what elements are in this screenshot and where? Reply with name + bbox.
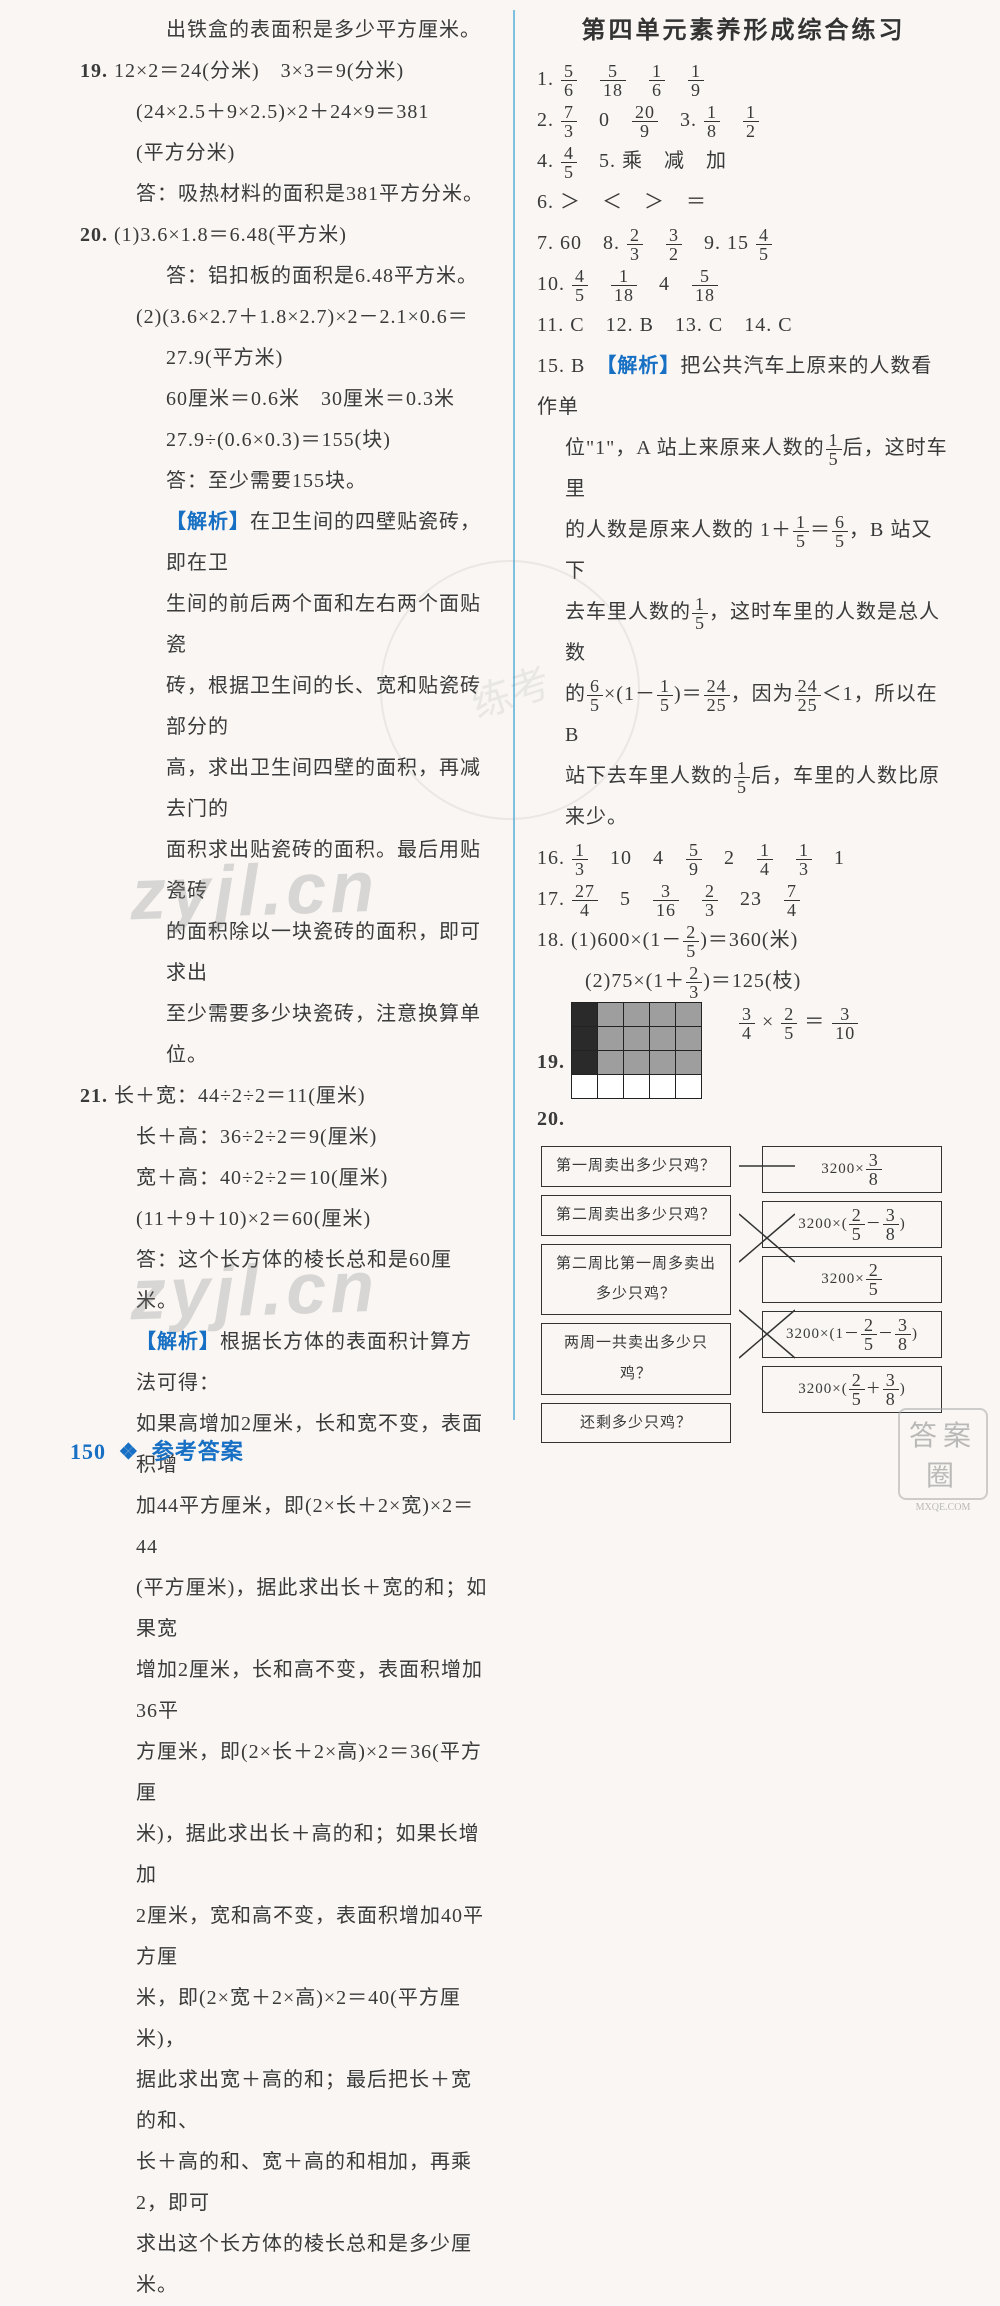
q20-right-box: 3200×38 [762,1146,942,1193]
text-line: 18. (1)600×(1－25)＝360(米) [537,920,950,961]
text-line: 15. B 【解析】把公共汽车上原来的人数看作单 [537,346,950,428]
page-footer: 150 ❖ 参考答案 [70,1434,244,1466]
text-line: (平方分米) [80,133,491,174]
page: 出铁盒的表面积是多少平方厘米。19. 12×2＝24(分米) 3×3＝9(分米)… [0,0,1000,1420]
left-column: 出铁盒的表面积是多少平方厘米。19. 12×2＝24(分米) 3×3＝9(分米)… [70,10,515,1420]
text-line: 6. ＞ ＜ ＞ ＝ [537,182,950,223]
q20-right-box: 3200×(25－38) [762,1201,942,1248]
text-line: (平方厘米)，据此求出长＋宽的和；如果宽 [80,1568,491,1650]
text-line: 2. 73 0 209 3. 18 12 [537,100,950,141]
text-line: 答：铝扣板的面积是6.48平方米。 [80,256,491,297]
text-line: 21. 长＋宽：44÷2÷2＝11(厘米) [80,1076,491,1117]
text-line: (11＋9＋10)×2＝60(厘米) [80,1199,491,1240]
text-line: (2)(3.6×2.7＋1.8×2.7)×2－2.1×0.6＝ [80,297,491,338]
text-line: 宽＋高：40÷2÷2＝10(厘米) [80,1158,491,1199]
text-line: 长＋高的和、宽＋高的和相加，再乘2，即可 [80,2142,491,2224]
unit-title: 第四单元素养形成综合练习 [537,10,950,45]
page-number: 150 [70,1439,106,1464]
text-line: 60厘米＝0.6米 30厘米＝0.3米 [80,379,491,420]
text-line: 至少需要多少块瓷砖，注意换算单位。 [80,994,491,1076]
text-line: 答：吸热材料的面积是381平方分米。 [80,174,491,215]
text-line: 19. 12×2＝24(分米) 3×3＝9(分米) [80,51,491,92]
text-line: 砖，根据卫生间的长、宽和贴瓷砖部分的 [80,666,491,748]
text-line: 的65×(1－15)＝2425，因为2425＜1，所以在 B [537,674,950,756]
text-line: 站下去车里人数的15后，车里的人数比原来少。 [537,756,950,838]
corner-logo: 答案圈 MXQE.COM [898,1408,988,1478]
text-line: 高，求出卫生间四壁的面积，再减去门的 [80,748,491,830]
q20-left-box: 第二周卖出多少只鸡？ [541,1195,731,1236]
text-line: 面积求出贴瓷砖的面积。最后用贴瓷砖 [80,830,491,912]
text-line: 增加2厘米，长和高不变，表面积增加36平 [80,1650,491,1732]
q20-right-box: 3200×25 [762,1256,942,1303]
text-line: 出铁盒的表面积是多少平方厘米。 [80,10,491,51]
text-line: 的人数是原来人数的 1＋15＝65，B 站又下 [537,510,950,592]
text-line: 【解析】根据长方体的表面积计算方法可得： [80,1322,491,1404]
text-line: 米)，据此求出长＋高的和；如果长增加 [80,1814,491,1896]
text-line: 1. 56 518 16 19 [537,59,950,100]
q19-grid [571,1002,702,1099]
text-line: 20. (1)3.6×1.8＝6.48(平方米) [80,215,491,256]
text-line: 去车里人数的15，这时车里的人数是总人数 [537,592,950,674]
q20-left-box: 两周一共卖出多少只鸡？ [541,1323,731,1395]
text-line: 答：至少需要155块。 [80,461,491,502]
text-line: 位"1"，A 站上来原来人数的15后，这时车里 [537,428,950,510]
q20-block: 20. 第一周卖出多少只鸡？第二周卖出多少只鸡？第二周比第一周多卖出多少只鸡？两… [537,1099,950,1382]
text-line: 2厘米，宽和高不变，表面积增加40平方厘 [80,1896,491,1978]
text-line: 27.9(平方米) [80,338,491,379]
q20-right-box: 3200×(25＋38) [762,1366,942,1413]
text-line: (24×2.5＋9×2.5)×2＋24×9＝381 [80,92,491,133]
text-line: 27.9÷(0.6×0.3)＝155(块) [80,420,491,461]
text-line: 16. 13 10 4 59 2 14 13 1 [537,838,950,879]
text-line: 加44平方厘米，即(2×长＋2×宽)×2＝44 [80,1486,491,1568]
text-line: 4. 45 5. 乘 减 加 [537,141,950,182]
q20-right-box: 3200×(1－25－38) [762,1311,942,1358]
text-line: 长＋高：36÷2÷2＝9(厘米) [80,1117,491,1158]
text-line: 【解析】在卫生间的四壁贴瓷砖，即在卫 [80,502,491,584]
text-line: (2)75×(1＋23)＝125(枝) [537,961,950,1002]
text-line: 据此求出宽＋高的和；最后把长＋宽的和、 [80,2060,491,2142]
footer-diamond: ❖ [119,1439,140,1464]
text-line: 11. C 12. B 13. C 14. C [537,305,950,346]
corner-logo-text: 答案圈 [898,1408,988,1500]
text-line: 答：这个长方体的棱长总和是60厘米。 [80,1240,491,1322]
text-line: 米，即(2×宽＋2×高)×2＝40(平方厘米)， [80,1978,491,2060]
text-line: 的面积除以一块瓷砖的面积，即可求出 [80,912,491,994]
q20-left-box: 第一周卖出多少只鸡？ [541,1146,731,1187]
q19-row: 19. 34 × 25 ＝ 310 [537,1002,950,1099]
q20-left-box: 第二周比第一周多卖出多少只鸡？ [541,1244,731,1316]
footer-label: 参考答案 [152,1439,244,1464]
right-column: 第四单元素养形成综合练习 1. 56 518 16 192. 73 0 209 … [515,10,960,1420]
text-line: 生间的前后两个面和左右两个面贴瓷 [80,584,491,666]
text-line: 17. 274 5 316 23 23 74 [537,879,950,920]
text-line: 方厘米，即(2×长＋2×高)×2＝36(平方厘 [80,1732,491,1814]
text-line: 10. 45 118 4 518 [537,264,950,305]
corner-logo-url: MXQE.COM [898,1502,988,1513]
q20-left-box: 还剩多少只鸡？ [541,1403,731,1444]
text-line: 7. 60 8. 23 32 9. 15 45 [537,223,950,264]
text-line: 求出这个长方体的棱长总和是多少厘米。 [80,2224,491,2306]
